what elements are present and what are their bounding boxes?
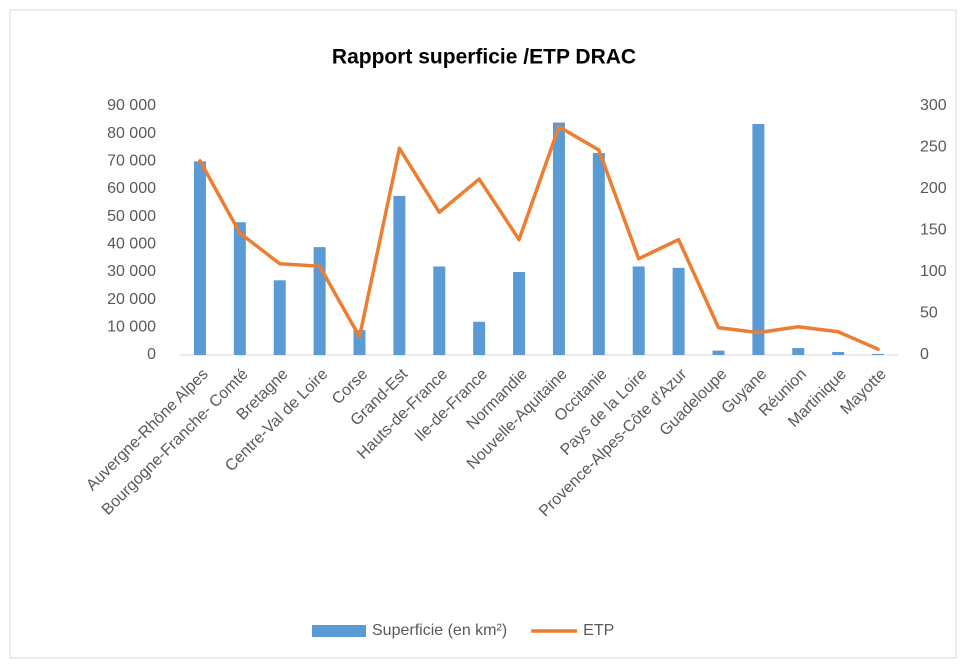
y-tick-label: 80 000 [107, 125, 156, 142]
bar [552, 122, 565, 355]
y-tick-label: 20 000 [107, 291, 156, 308]
bar [792, 348, 805, 355]
bar [752, 123, 765, 355]
bar [632, 266, 645, 355]
y2-tick-label: 150 [920, 222, 947, 239]
y-tick-label: 60 000 [107, 180, 156, 197]
y2-tick-label: 0 [920, 346, 929, 363]
y-tick-label: 50 000 [107, 208, 156, 225]
bar [193, 161, 206, 355]
y-tick-label: 70 000 [107, 153, 156, 170]
bar [433, 266, 446, 355]
bar [832, 351, 845, 355]
y-tick-label: 40 000 [107, 236, 156, 253]
bar [313, 247, 326, 355]
y2-tick-label: 50 [920, 305, 938, 322]
y-tick-label: 10 000 [107, 319, 156, 336]
bar [393, 195, 406, 355]
y2-tick-label: 300 [920, 97, 947, 114]
bar [712, 350, 725, 355]
y2-tick-label: 200 [920, 180, 947, 197]
bar [473, 321, 486, 355]
y-tick-label: 30 000 [107, 263, 156, 280]
legend-label: Superficie (en km²) [372, 622, 507, 639]
y2-tick-label: 250 [920, 139, 947, 156]
bar [513, 272, 526, 355]
bar [592, 153, 605, 355]
bar [872, 353, 885, 355]
chart-title: Rapport superficie /ETP DRAC [332, 46, 636, 69]
legend-label: ETP [583, 622, 614, 639]
bar [233, 222, 246, 355]
legend-swatch [312, 625, 366, 637]
y-tick-label: 90 000 [107, 97, 156, 114]
y-tick-label: 0 [147, 346, 156, 363]
bar [672, 267, 685, 355]
bar [273, 280, 286, 355]
y2-tick-label: 100 [920, 263, 947, 280]
line [198, 125, 880, 351]
bar [353, 330, 366, 355]
